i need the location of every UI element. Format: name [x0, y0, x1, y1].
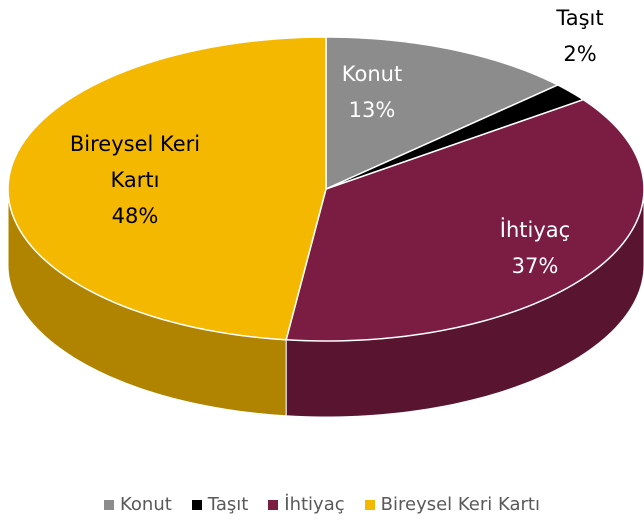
slice: [285, 98, 644, 342]
data-label-value: 13%: [348, 98, 396, 122]
data-label-name: Konut: [341, 62, 403, 86]
legend-label: İhtiyaç: [284, 494, 345, 515]
legend-label: Taşıt: [207, 494, 249, 515]
data-label-value: 48%: [111, 204, 159, 228]
data-label-name: Taşıt: [556, 6, 604, 30]
legend-item: İhtiyaç: [268, 494, 345, 515]
data-label-name: Bireysel Keri Kartı: [69, 132, 201, 192]
legend-swatch: [268, 499, 279, 510]
data-label: İhtiyaç 37%: [465, 212, 605, 284]
legend-item: Taşıt: [191, 494, 249, 515]
legend: Konut Taşıt İhtiyaç Bireysel Keri Kartı: [0, 494, 644, 515]
data-label-name: İhtiyaç: [499, 218, 571, 242]
legend-swatch: [191, 499, 202, 510]
legend-label: Konut: [120, 494, 172, 515]
pie-area: [7, 36, 644, 418]
data-label: Bireysel Keri Kartı 48%: [60, 126, 210, 234]
data-label: Konut 13%: [322, 56, 422, 128]
data-label: Taşıt 2%: [530, 0, 630, 72]
legend-item: Konut: [104, 494, 172, 515]
legend-item: Bireysel Keri Kartı: [364, 494, 540, 515]
slice: [325, 36, 560, 191]
legend-label: Bireysel Keri Kartı: [380, 494, 540, 515]
legend-swatch: [364, 499, 375, 510]
slice: [7, 36, 327, 341]
data-label-value: 2%: [563, 42, 597, 66]
slice: [325, 84, 585, 190]
data-label-value: 37%: [511, 254, 559, 278]
legend-swatch: [104, 499, 114, 510]
